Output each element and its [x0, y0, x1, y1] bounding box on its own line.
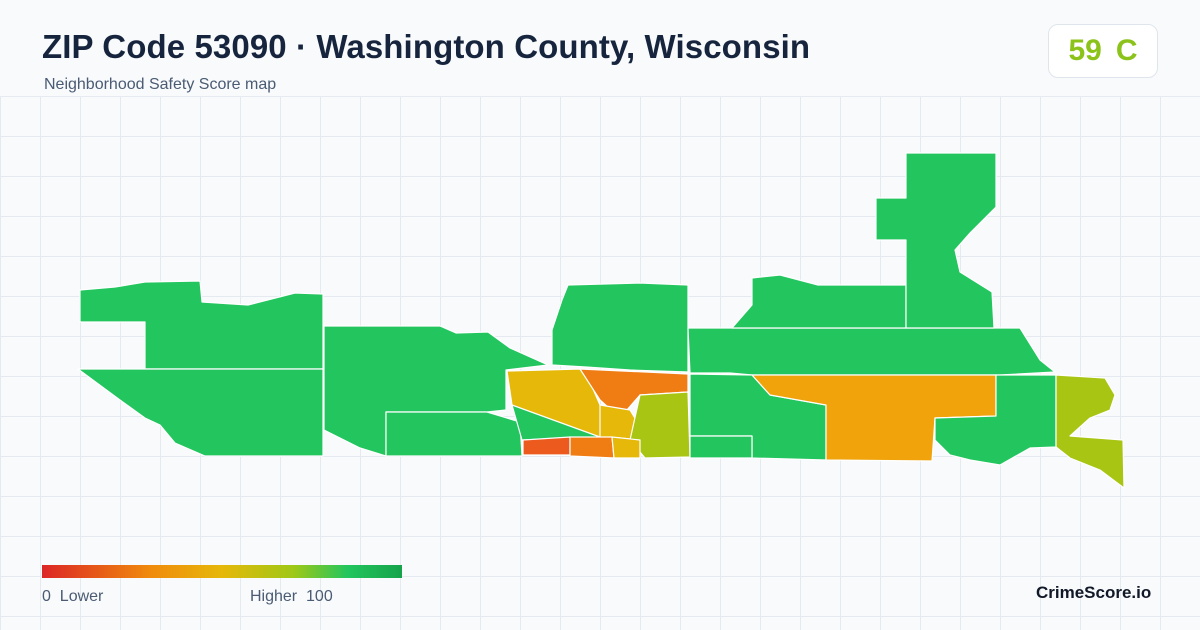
safety-grade: C: [1115, 34, 1138, 67]
map-region[interactable]: [569, 436, 615, 459]
page-subtitle: Neighborhood Safety Score map: [44, 76, 277, 93]
map-region[interactable]: [1055, 374, 1125, 489]
map-region[interactable]: [875, 152, 997, 329]
map-region[interactable]: [611, 436, 641, 459]
safety-score-value: 59: [1068, 34, 1102, 67]
legend-min-value: 0: [42, 588, 51, 605]
map-region[interactable]: [385, 411, 523, 457]
map-region[interactable]: [79, 280, 324, 370]
map-regions: [77, 152, 1125, 489]
page-title: ZIP Code 53090 · Washington County, Wisc…: [42, 28, 811, 65]
map-region[interactable]: [687, 327, 1056, 376]
map-region[interactable]: [77, 368, 324, 457]
map-region[interactable]: [689, 435, 753, 459]
legend-gradient-bar: [42, 565, 402, 578]
map-region[interactable]: [551, 282, 689, 373]
brand-logo-text[interactable]: CrimeScore.io: [1036, 583, 1152, 602]
map-region[interactable]: [522, 436, 571, 456]
legend-max: Higher 100: [250, 588, 333, 606]
legend-min-label: Lower: [59, 588, 104, 605]
legend-max-label: Higher: [250, 588, 298, 605]
header: [0, 0, 1200, 97]
legend-min: 0 Lower: [42, 588, 103, 606]
legend-max-value: 100: [306, 588, 333, 605]
map-region[interactable]: [629, 391, 691, 459]
safety-score-badge: 59 C: [1048, 24, 1158, 78]
map-region[interactable]: [731, 274, 907, 329]
map-region[interactable]: [323, 325, 549, 457]
